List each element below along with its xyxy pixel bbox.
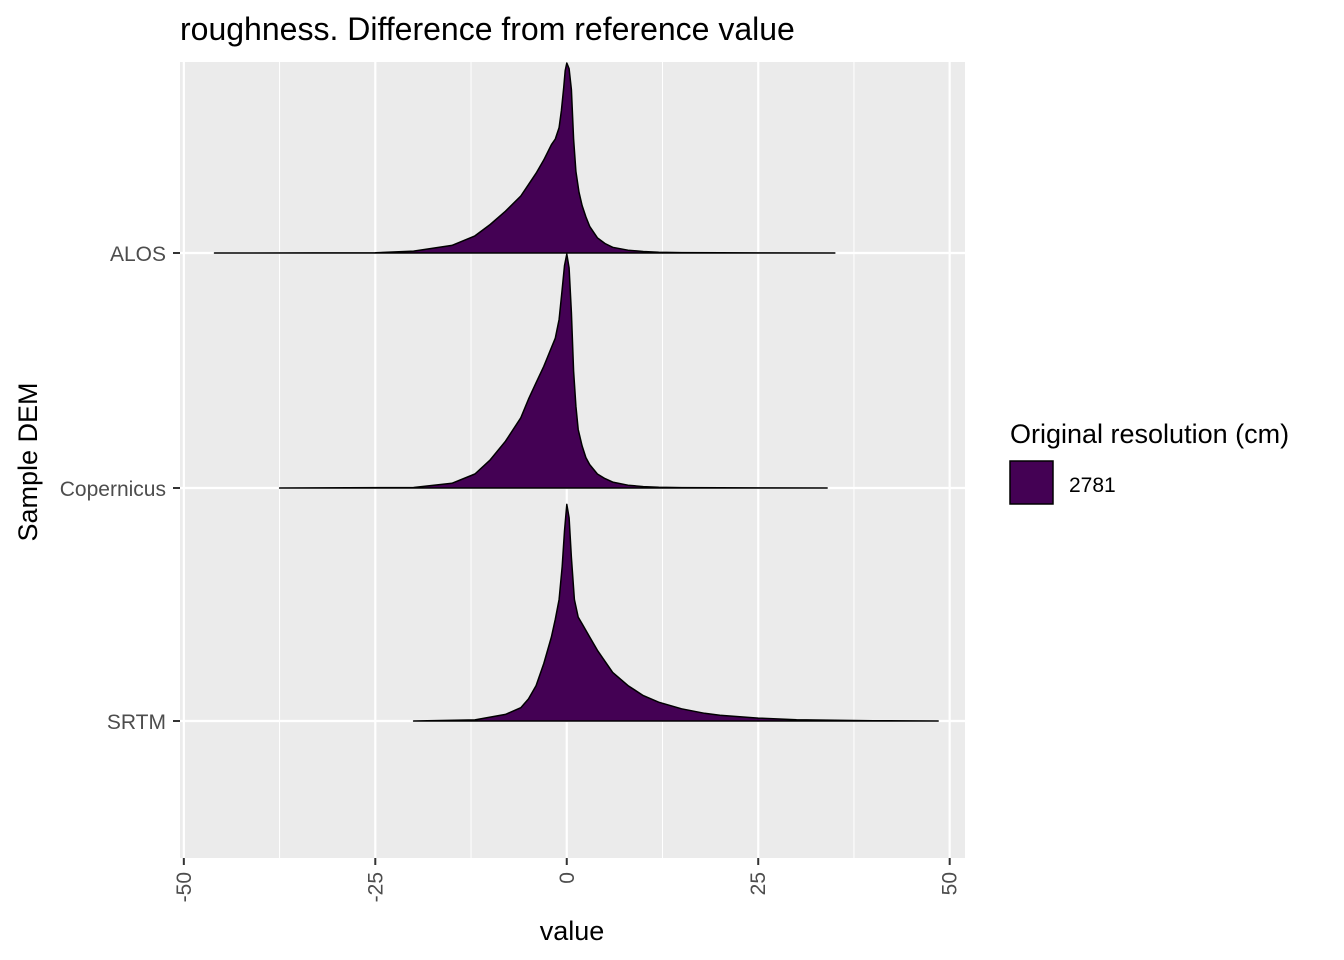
x-axis-title: value [540, 916, 605, 946]
legend-label: 2781 [1069, 474, 1116, 497]
legend-key [1009, 460, 1054, 505]
y-tick-label-copernicus: Copernicus [60, 478, 166, 501]
y-tick-label-srtm: SRTM [107, 711, 166, 734]
x-tick-label: 50 [939, 872, 962, 895]
density-ridge-alos [213, 62, 836, 254]
chart-title: roughness. Difference from reference val… [180, 11, 795, 47]
density-ridge-srtm [412, 503, 939, 722]
legend-title: Original resolution (cm) [1010, 419, 1289, 449]
x-tick-label: 25 [747, 872, 770, 895]
y-axis-ticks: ALOS Copernicus SRTM [60, 243, 180, 734]
y-axis-title: Sample DEM [13, 382, 43, 541]
grid-minor [279, 62, 855, 858]
x-tick-label: 0 [556, 872, 579, 884]
y-tick-label-alos: ALOS [110, 243, 166, 266]
x-tick-label: -50 [173, 872, 196, 902]
x-axis-ticks: -50 -25 0 25 50 [173, 858, 962, 902]
x-tick-label: -25 [364, 872, 387, 902]
density-ridges [213, 62, 939, 722]
density-ridge-copernicus [278, 253, 828, 489]
